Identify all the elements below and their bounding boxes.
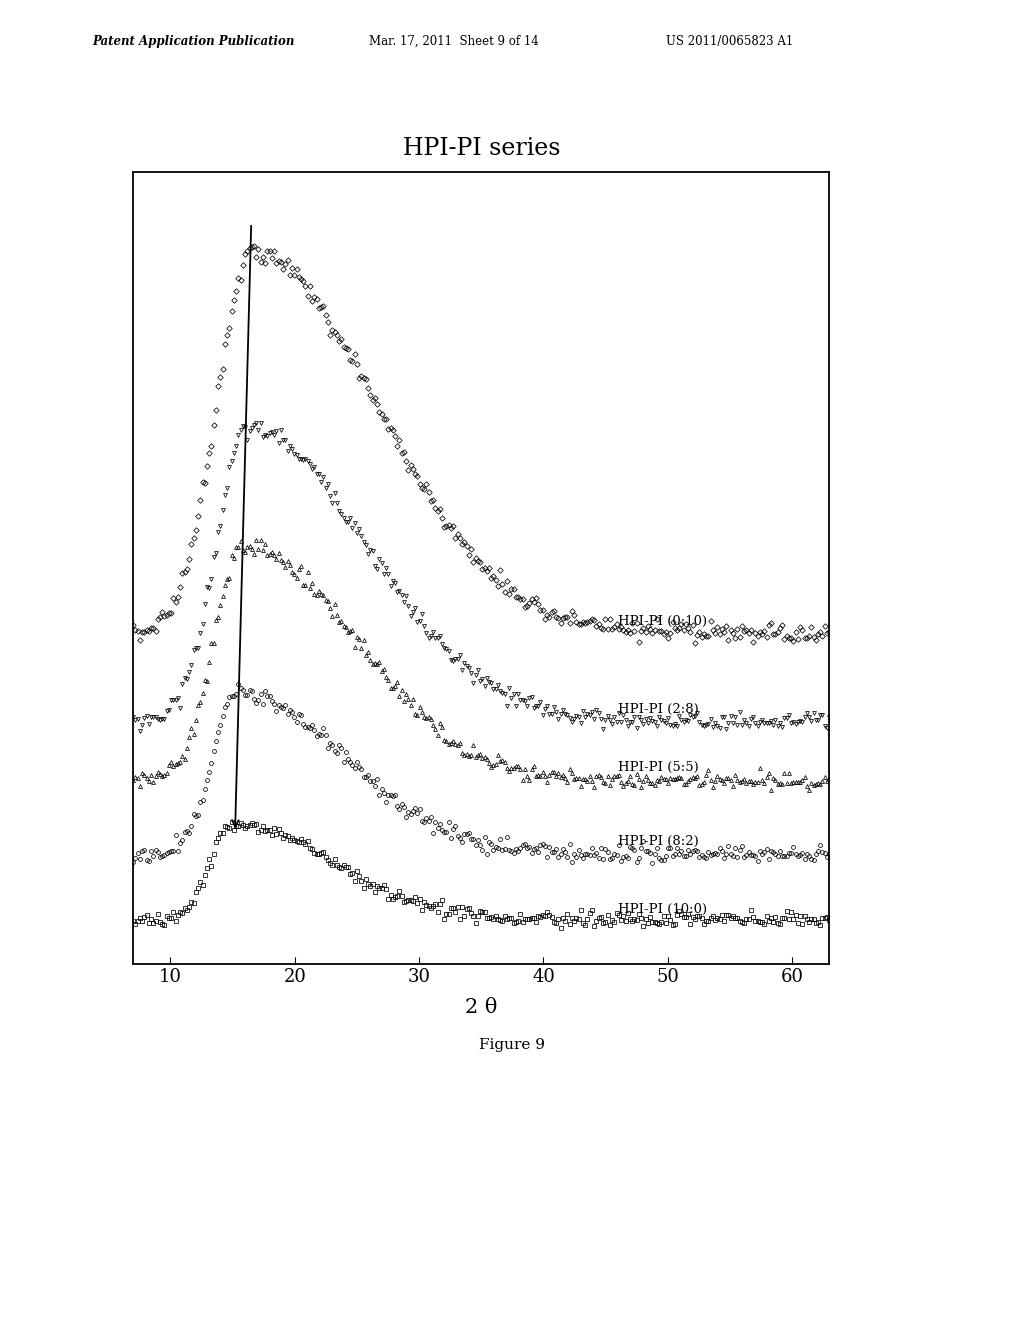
Text: Patent Application Publication: Patent Application Publication: [92, 34, 295, 48]
Text: HPI-PI (0:10): HPI-PI (0:10): [618, 615, 708, 628]
Text: Figure 9: Figure 9: [479, 1039, 545, 1052]
X-axis label: 2 θ: 2 θ: [465, 998, 498, 1016]
Text: US 2011/0065823 A1: US 2011/0065823 A1: [666, 34, 793, 48]
Text: HPI-PI (8:2): HPI-PI (8:2): [618, 834, 698, 847]
Text: Mar. 17, 2011  Sheet 9 of 14: Mar. 17, 2011 Sheet 9 of 14: [369, 34, 539, 48]
Title: HPI-PI series: HPI-PI series: [402, 137, 560, 160]
Text: HPI-PI (2:8): HPI-PI (2:8): [618, 702, 698, 715]
Text: HPI-PI (5:5): HPI-PI (5:5): [618, 762, 698, 775]
Text: HPI-PI (10:0): HPI-PI (10:0): [618, 903, 708, 916]
